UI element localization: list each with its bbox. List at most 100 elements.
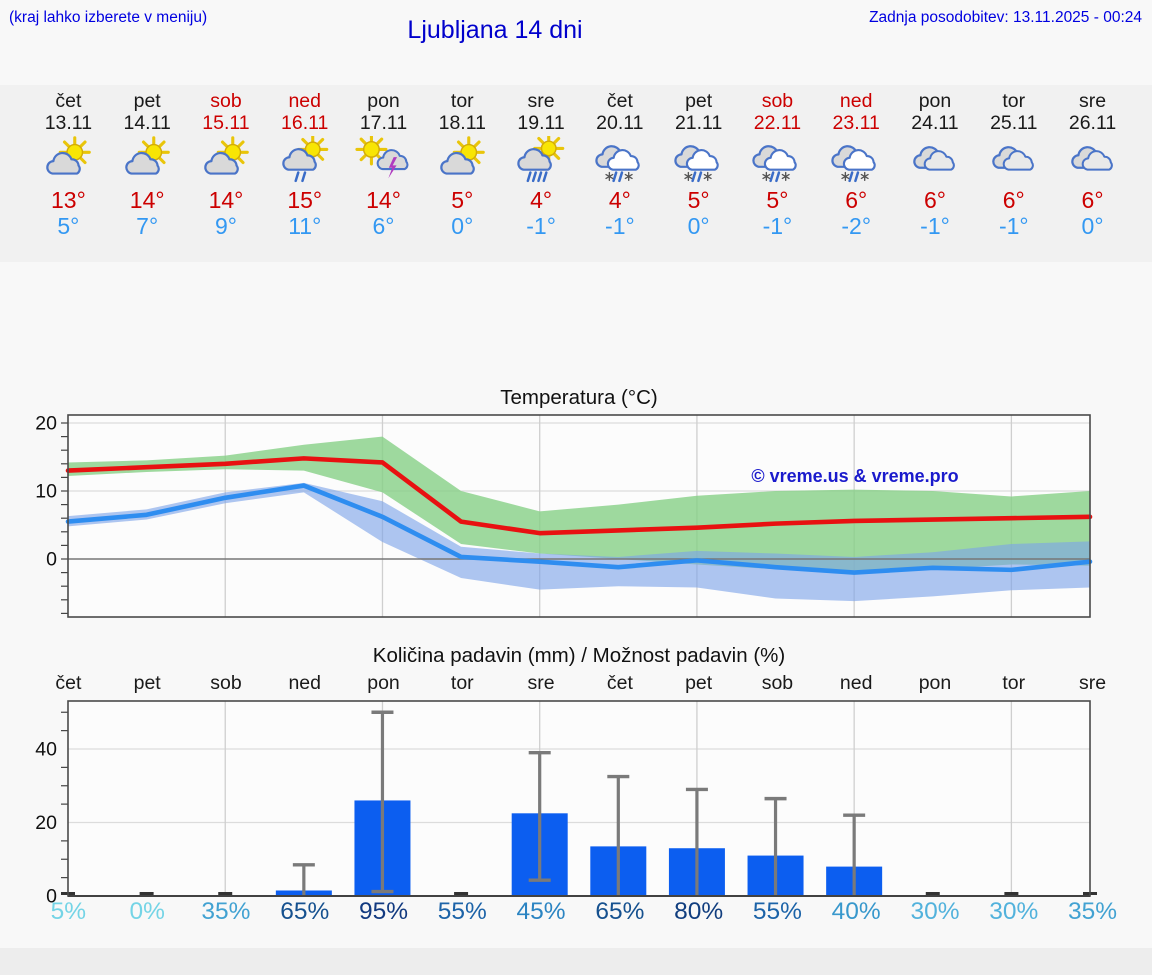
day-name: tor — [450, 90, 474, 112]
day-icon-wrap — [423, 134, 502, 187]
sun-rain-icon — [282, 135, 329, 182]
precip-day-label: sre — [1079, 672, 1107, 694]
forecast-day-column: čet 20.11 4° -1° — [580, 85, 659, 262]
day-min-temp: -1° — [605, 213, 635, 239]
precip-day-label: pet — [685, 672, 713, 694]
sun-heavy-rain-icon — [517, 135, 565, 182]
precip-probability: 45% — [516, 898, 566, 925]
day-max-temp: 6° — [1002, 187, 1025, 213]
svg-text:40: 40 — [35, 739, 57, 761]
precip-probability: 0% — [129, 898, 165, 925]
day-icon-wrap — [187, 134, 266, 187]
precip-probability: 55% — [437, 898, 487, 925]
day-max-temp: 4° — [608, 187, 631, 213]
day-max-temp: 4° — [530, 187, 553, 213]
day-date: 14.11 — [123, 112, 171, 134]
precip-probability: 35% — [201, 898, 251, 925]
precip-day-label: sob — [761, 672, 794, 694]
forecast-day-column: sre 26.11 6° 0° — [1053, 85, 1132, 262]
day-min-temp: -2° — [841, 213, 872, 239]
day-icon-wrap — [580, 134, 659, 187]
sleet-icon — [673, 144, 719, 182]
day-icon-wrap — [817, 134, 896, 187]
day-icon-wrap — [29, 134, 108, 187]
forecast-day-column: ned 23.11 6° -2° — [817, 85, 896, 262]
day-name: sre — [527, 90, 555, 112]
svg-text:20: 20 — [35, 812, 57, 834]
day-min-temp: 0° — [451, 213, 474, 239]
day-max-temp: 14° — [129, 187, 165, 213]
cloudy-icon — [1070, 145, 1113, 171]
day-max-temp: 14° — [366, 187, 401, 213]
day-date: 20.11 — [596, 112, 644, 134]
menu-hint: (kraj lahko izberete v meniju) — [9, 9, 208, 26]
day-date: 13.11 — [44, 112, 93, 134]
day-date: 16.11 — [281, 112, 329, 134]
day-icon-wrap — [896, 134, 975, 187]
day-name: pet — [685, 90, 713, 112]
day-max-temp: 14° — [208, 187, 244, 213]
forecast-day-column: sob 15.11 14° 9° — [187, 85, 266, 262]
svg-text:10: 10 — [35, 481, 57, 503]
precip-day-label: tor — [450, 672, 474, 694]
sleet-icon — [752, 144, 798, 182]
day-min-temp: 0° — [687, 213, 710, 239]
day-name: tor — [1002, 90, 1026, 112]
precip-day-label: čet — [55, 672, 82, 694]
day-date: 21.11 — [674, 112, 723, 134]
day-date: 22.11 — [753, 112, 802, 134]
day-min-temp: 0° — [1081, 213, 1104, 239]
footer-band — [0, 948, 1152, 975]
day-min-temp: 9° — [214, 213, 237, 239]
forecast-day-column: sob 22.11 5° -1° — [738, 85, 817, 262]
day-date: 18.11 — [438, 112, 486, 134]
sun-storm-icon — [354, 135, 408, 178]
cloudy-icon — [913, 145, 955, 171]
day-min-temp: 7° — [136, 213, 159, 239]
sleet-icon — [595, 144, 640, 182]
svg-text:0: 0 — [46, 549, 57, 571]
precipitation-chart-title: Količina padavin (mm) / Možnost padavin … — [372, 644, 786, 667]
watermark: © vreme.us & vreme.pro — [751, 466, 958, 486]
precip-day-label: pon — [918, 672, 952, 694]
precip-probability: 55% — [752, 898, 802, 925]
day-max-temp: 5° — [687, 187, 710, 213]
day-max-temp: 5° — [451, 187, 474, 213]
day-name: pon — [367, 90, 400, 112]
day-min-temp: 6° — [372, 213, 395, 239]
forecast-day-column: sre 19.11 4° -1° — [502, 85, 581, 262]
day-min-temp: 11° — [288, 213, 322, 239]
svg-text:20: 20 — [35, 413, 57, 435]
precip-day-label: sob — [210, 672, 242, 694]
forecast-day-column: pet 21.11 5° 0° — [659, 85, 738, 262]
day-name: čet — [606, 90, 633, 112]
forecast-day-column: pet 14.11 14° 7° — [108, 85, 187, 262]
day-name: sob — [210, 90, 242, 112]
day-icon-wrap — [108, 134, 187, 187]
day-icon-wrap — [502, 134, 581, 187]
forecast-day-column: tor 25.11 6° -1° — [974, 85, 1053, 262]
precip-day-label: čet — [606, 672, 633, 694]
precip-probability: 65% — [280, 898, 330, 925]
partly-cloudy-icon — [440, 135, 486, 175]
forecast-strip: čet 13.11 13° 5° pet 14.11 14° 7° sob 15.11 14° 9° n… — [0, 85, 1152, 262]
precip-probability-row: 5% 0% 35% 65% 95% 55% 45% 65% 80% 55% 40% 30% 30% 35% — [29, 898, 1132, 926]
day-max-temp: 15° — [287, 187, 323, 213]
forecast-day-column: pon 24.11 6° -1° — [896, 85, 975, 262]
day-date: 25.11 — [990, 112, 1038, 134]
day-min-temp: -1° — [920, 213, 950, 239]
partly-cloudy-icon — [46, 135, 92, 175]
day-max-temp: 6° — [923, 187, 946, 213]
page-title: Ljubljana 14 dni — [407, 16, 583, 44]
cloudy-icon — [992, 145, 1034, 171]
day-date: 24.11 — [911, 112, 959, 134]
precip-day-label: pet — [133, 672, 161, 694]
day-max-temp: 6° — [845, 187, 868, 213]
precip-day-label: ned — [839, 672, 873, 694]
last-update-timestamp: Zadnja posodobitev: 13.11.2025 - 00:24 — [869, 9, 1142, 26]
day-icon-wrap — [1053, 134, 1132, 187]
svg-text:0: 0 — [46, 886, 57, 908]
day-max-temp: 6° — [1081, 187, 1104, 213]
day-date: 15.11 — [202, 112, 250, 134]
day-name: sob — [761, 90, 794, 112]
